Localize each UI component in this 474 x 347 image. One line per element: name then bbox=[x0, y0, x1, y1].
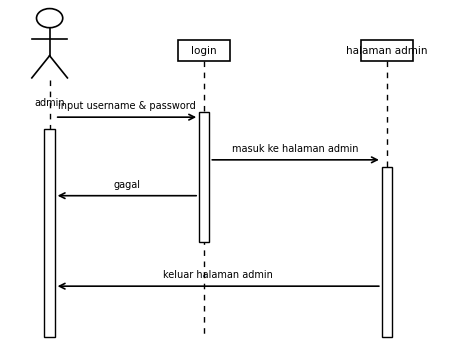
Bar bbox=[199, 112, 210, 242]
Text: login: login bbox=[191, 45, 217, 56]
Bar bbox=[178, 40, 230, 61]
Text: keluar halaman admin: keluar halaman admin bbox=[164, 270, 273, 280]
Text: masuk ke halaman admin: masuk ke halaman admin bbox=[232, 144, 359, 154]
Bar bbox=[45, 129, 55, 337]
Text: gagal: gagal bbox=[113, 179, 140, 189]
Text: admin: admin bbox=[34, 99, 65, 108]
Text: input username & password: input username & password bbox=[58, 101, 196, 111]
Bar bbox=[361, 40, 413, 61]
Bar bbox=[382, 167, 392, 337]
Text: halaman admin: halaman admin bbox=[346, 45, 428, 56]
